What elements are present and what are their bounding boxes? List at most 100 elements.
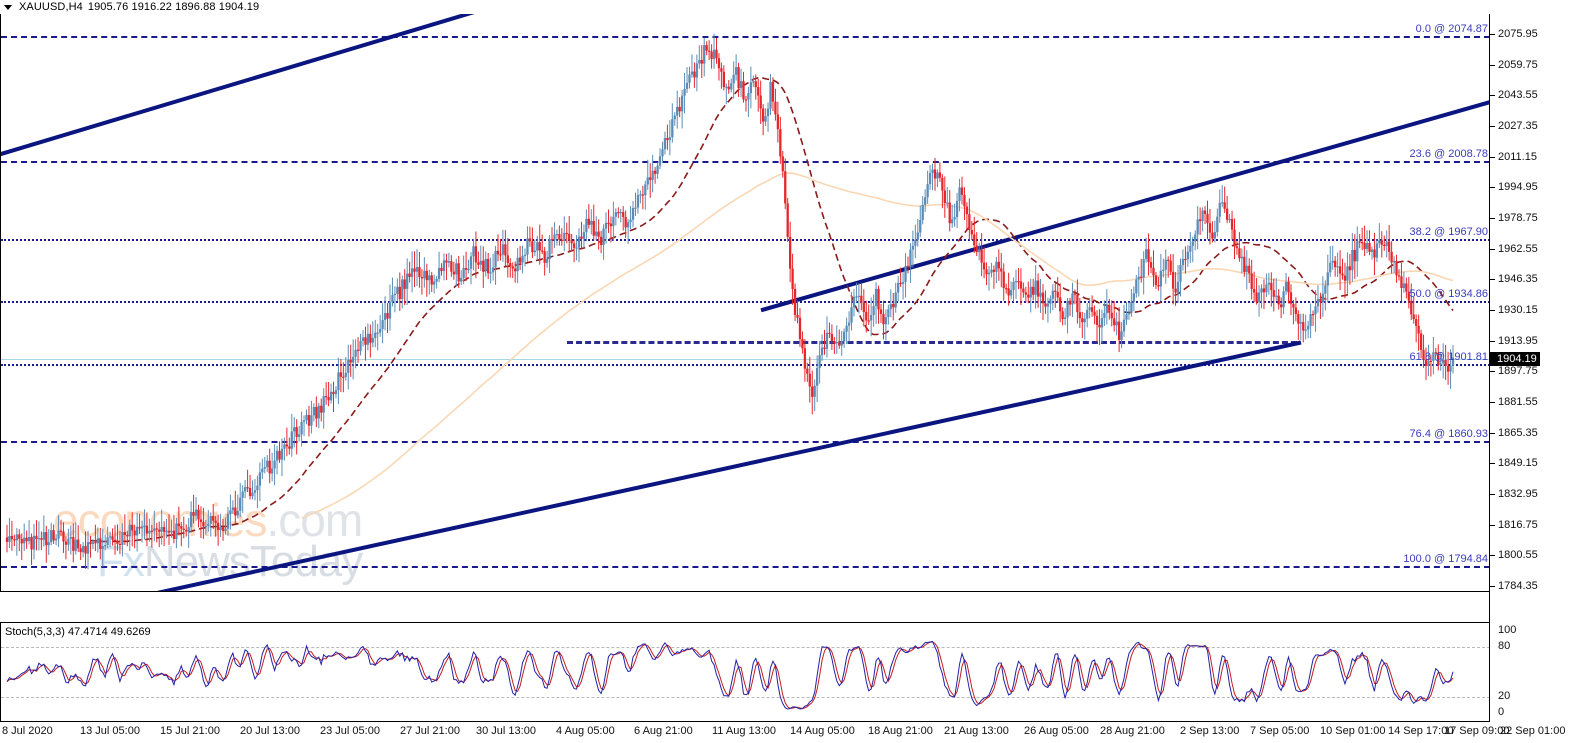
symbol-label: XAUUSD,H4 (19, 1, 83, 13)
price-tick: 2011.15 (1490, 151, 1537, 163)
stoch-tick-label: 80 (1498, 640, 1511, 653)
time-tick-label: 6 Aug 21:00 (634, 725, 693, 737)
fib-line-0 (1, 36, 1489, 39)
fib-label-0-0: 0.0 @ 2074.87 (1415, 23, 1488, 36)
fib-line-382 (1, 238, 1489, 241)
price-tick-label: 1962.55 (1498, 242, 1538, 255)
price-tick-label: 1881.55 (1498, 396, 1538, 408)
fib-line-764 (1, 441, 1489, 444)
price-tick-label: 1913.95 (1498, 334, 1538, 347)
stoch-guide-20 (1, 696, 1489, 698)
price-tick-label: 1800.55 (1498, 549, 1538, 562)
price-tick-label: 1897.75 (1498, 365, 1538, 378)
fib-label-23-6: 23.6 @ 2008.78 (1409, 148, 1488, 161)
current-price-value: 1904.19 (1497, 353, 1537, 366)
current-price-line (1, 359, 1489, 361)
time-tick-label: 17 Sep 09:00 (1444, 725, 1510, 737)
time-tick-label: 28 Aug 21:00 (1100, 725, 1165, 737)
price-tick: 1816.75 (1490, 519, 1538, 531)
price-tick: 1800.55 (1490, 549, 1538, 561)
stoch-tick-label: 0 (1498, 706, 1505, 718)
price-tick: 1881.55 (1490, 396, 1538, 408)
time-tick-label: 8 Jul 2020 (2, 725, 53, 737)
price-tick-label: 2027.35 (1498, 120, 1538, 132)
time-tick-label: 26 Aug 05:00 (1024, 725, 1089, 737)
price-tick: 2043.55 (1490, 89, 1538, 101)
price-tick: 1962.55 (1490, 243, 1538, 255)
fib-label-76-4: 76.4 @ 1860.93 (1409, 428, 1488, 441)
price-tick: 1784.35 (1490, 580, 1538, 592)
stoch-guide-80 (1, 647, 1489, 649)
price-tick: 1978.75 (1490, 212, 1538, 224)
time-tick-label: 27 Jul 21:00 (400, 725, 460, 737)
price-tick-label: 1832.95 (1498, 488, 1538, 500)
stoch-tick-label: 20 (1498, 689, 1511, 702)
caret-down-icon[interactable] (4, 4, 12, 10)
price-axis-line (1489, 14, 1490, 722)
time-tick-label: 18 Aug 21:00 (868, 725, 933, 737)
trendlines-layer (1, 14, 1489, 591)
time-tick-label: 10 Sep 01:00 (1320, 725, 1386, 737)
stochastic-lines-layer (6, 640, 1454, 710)
time-tick-label: 11 Aug 13:00 (712, 725, 777, 737)
current-price-tag: 1904.19 (1490, 352, 1540, 367)
time-tick-label: 13 Jul 05:00 (80, 725, 140, 737)
time-tick-label: 2 Sep 13:00 (1180, 725, 1240, 737)
time-tick-label: 22 Sep 01:00 (1500, 725, 1566, 737)
price-tick-label: 1849.15 (1498, 457, 1538, 470)
time-tick-label: 14 Aug 05:00 (790, 725, 855, 737)
price-tick-label: 1865.35 (1498, 426, 1538, 439)
time-tick-label: 7 Sep 05:00 (1250, 725, 1310, 737)
price-tick: 1946.35 (1490, 273, 1538, 285)
fib-line-50 (1, 301, 1489, 304)
price-tick: 1832.95 (1490, 488, 1538, 500)
price-tick-label: 2011.15 (1498, 150, 1537, 163)
price-tick: 1994.95 (1490, 181, 1538, 193)
price-tick-label: 2043.55 (1498, 89, 1538, 102)
time-tick-label: 20 Jul 13:00 (240, 725, 300, 737)
price-tick: 2075.95 (1490, 28, 1538, 40)
resistance-line (567, 340, 1297, 344)
ohlc-values: 1905.76 1916.22 1896.88 1904.19 (87, 1, 260, 13)
price-tick: 2059.75 (1490, 59, 1538, 71)
time-tick-label: 21 Aug 13:00 (944, 725, 1009, 737)
price-tick-label: 1930.15 (1498, 304, 1538, 316)
fib-label-100-0: 100.0 @ 1794.84 (1403, 553, 1488, 566)
price-tick-label: 1816.75 (1498, 518, 1538, 531)
price-tick: 2027.35 (1490, 120, 1538, 132)
price-tick-label: 1784.35 (1498, 580, 1538, 592)
time-axis[interactable]: 8 Jul 2020 13 Jul 05:00 15 Jul 21:00 20 Jul… (0, 722, 1565, 743)
price-axis[interactable]: 2075.95 2059.75 2043.55 2027.35 2011.15 1994.… (1490, 14, 1596, 592)
time-tick-label: 15 Jul 21:00 (160, 725, 220, 737)
price-tick-label: 1978.75 (1498, 212, 1538, 224)
fib-label-61-8: 61.8 @ 1901.81 (1409, 350, 1488, 363)
price-panel-divider (0, 591, 1489, 592)
fib-label-50-0: 50.0 @ 1934.86 (1409, 288, 1488, 301)
time-tick-label: 30 Jul 13:00 (476, 725, 536, 737)
fib-line-236 (1, 161, 1489, 164)
candlesticks-layer (5, 33, 1455, 570)
moving-averages-layer (90, 77, 1454, 543)
price-tick-label: 2059.75 (1498, 58, 1538, 71)
price-tick: 1930.15 (1490, 304, 1538, 316)
fib-label-38-2: 38.2 @ 1967.90 (1409, 225, 1488, 238)
price-tick-label: 1994.95 (1498, 181, 1538, 194)
time-tick-label: 14 Sep 17:00 (1388, 725, 1454, 737)
price-tick: 1913.95 (1490, 335, 1538, 347)
price-chart-panel[interactable]: economies.com FxNewsToday (0, 14, 1489, 591)
stoch-tick-label: 100 (1498, 624, 1517, 636)
fib-line-100 (1, 566, 1489, 569)
time-tick-label: 23 Jul 05:00 (320, 725, 380, 737)
stochastic-panel[interactable]: Stoch(5,3,3) 47.4714 49.6269 (0, 622, 1489, 722)
price-tick-label: 2075.95 (1498, 28, 1538, 40)
fib-line-618 (1, 363, 1489, 366)
price-tick: 1849.15 (1490, 457, 1538, 469)
price-tick: 1865.35 (1490, 427, 1538, 439)
price-tick: 1897.75 (1490, 365, 1538, 377)
stochastic-label: Stoch(5,3,3) 47.4714 49.6269 (5, 626, 151, 638)
stochastic-axis[interactable]: 100 80 20 0 (1490, 622, 1596, 722)
time-tick-label: 4 Aug 05:00 (556, 725, 615, 737)
price-tick-label: 1946.35 (1498, 273, 1538, 286)
chart-header: XAUUSD,H4 1905.76 1916.22 1896.88 1904.1… (0, 0, 1596, 14)
